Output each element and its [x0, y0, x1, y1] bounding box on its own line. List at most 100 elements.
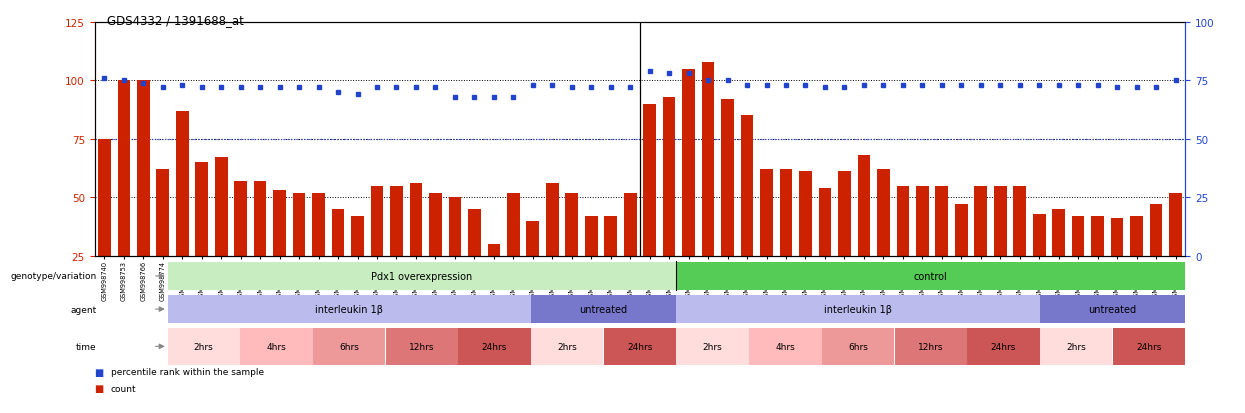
Bar [1052, 209, 1064, 314]
Text: interleukin 1β: interleukin 1β [315, 304, 383, 314]
Bar [1040, 328, 1112, 365]
Bar [682, 69, 695, 314]
Text: 24hrs: 24hrs [627, 342, 652, 351]
Bar [331, 209, 345, 314]
Bar [565, 193, 578, 314]
Bar [604, 328, 676, 365]
Text: GDS4332 / 1391688_at: GDS4332 / 1391688_at [107, 14, 244, 27]
Bar [1013, 186, 1026, 314]
Bar [1111, 219, 1123, 314]
Bar [994, 186, 1006, 314]
Text: interleukin 1β: interleukin 1β [824, 304, 893, 314]
Bar [176, 112, 188, 314]
Text: Pdx1 overexpression: Pdx1 overexpression [371, 271, 472, 281]
Bar [1033, 214, 1046, 314]
Bar [676, 295, 1040, 324]
Text: 24hrs: 24hrs [1137, 342, 1162, 351]
Bar [312, 328, 385, 365]
Bar [527, 221, 539, 314]
Text: 2hrs: 2hrs [1066, 342, 1086, 351]
Bar [624, 193, 636, 314]
Bar [721, 100, 733, 314]
Bar [1113, 328, 1185, 365]
Bar [390, 186, 403, 314]
Bar [935, 186, 949, 314]
Bar [168, 328, 240, 365]
Bar [955, 205, 967, 314]
Bar [779, 170, 792, 314]
Bar [604, 216, 618, 314]
Bar [293, 193, 305, 314]
Bar [741, 116, 753, 314]
Bar [799, 172, 812, 314]
Text: untreated: untreated [1088, 304, 1137, 314]
Bar [819, 188, 832, 314]
Text: 6hrs: 6hrs [848, 342, 868, 351]
Bar [234, 181, 247, 314]
Text: 2hrs: 2hrs [558, 342, 578, 351]
Bar [676, 328, 748, 365]
Bar [895, 328, 967, 365]
Text: 24hrs: 24hrs [991, 342, 1016, 351]
Text: 4hrs: 4hrs [266, 342, 286, 351]
Text: 24hrs: 24hrs [482, 342, 507, 351]
Bar [644, 104, 656, 314]
Text: 12hrs: 12hrs [410, 342, 435, 351]
Text: genotype/variation: genotype/variation [10, 272, 96, 281]
Bar [858, 156, 870, 314]
Bar [1169, 193, 1182, 314]
Text: count: count [111, 384, 137, 393]
Bar [386, 328, 458, 365]
Bar [975, 186, 987, 314]
Bar [254, 181, 266, 314]
Bar [448, 198, 461, 314]
Bar [488, 244, 500, 314]
Bar [168, 262, 676, 291]
Bar [1040, 295, 1185, 324]
Bar [749, 328, 822, 365]
Bar [1130, 216, 1143, 314]
Bar [430, 193, 442, 314]
Bar [585, 216, 598, 314]
Bar [876, 170, 890, 314]
Bar [676, 262, 1185, 291]
Bar [1072, 216, 1084, 314]
Bar [371, 186, 383, 314]
Bar [761, 170, 773, 314]
Bar [702, 62, 715, 314]
Bar [157, 170, 169, 314]
Bar [351, 216, 364, 314]
Bar [1092, 216, 1104, 314]
Bar [137, 81, 149, 314]
Text: 2hrs: 2hrs [702, 342, 722, 351]
Bar [468, 209, 481, 314]
Text: time: time [76, 342, 96, 351]
Bar [410, 184, 422, 314]
Text: 12hrs: 12hrs [918, 342, 944, 351]
Bar [838, 172, 850, 314]
Bar [916, 186, 929, 314]
Bar [215, 158, 228, 314]
Bar [532, 295, 676, 324]
Text: percentile rank within the sample: percentile rank within the sample [111, 367, 264, 376]
Bar [240, 328, 312, 365]
Bar [1149, 205, 1163, 314]
Text: ■: ■ [95, 383, 103, 393]
Text: 4hrs: 4hrs [776, 342, 796, 351]
Bar [532, 328, 604, 365]
Text: control: control [914, 271, 947, 281]
Bar [822, 328, 894, 365]
Bar [507, 193, 519, 314]
Bar [195, 163, 208, 314]
Bar [274, 191, 286, 314]
Bar [312, 193, 325, 314]
Bar [662, 97, 676, 314]
Bar [896, 186, 909, 314]
Bar [967, 328, 1040, 365]
Text: 6hrs: 6hrs [339, 342, 359, 351]
Bar [168, 295, 530, 324]
Text: untreated: untreated [579, 304, 627, 314]
Text: agent: agent [70, 305, 96, 314]
Text: ■: ■ [95, 367, 103, 377]
Bar [458, 328, 530, 365]
